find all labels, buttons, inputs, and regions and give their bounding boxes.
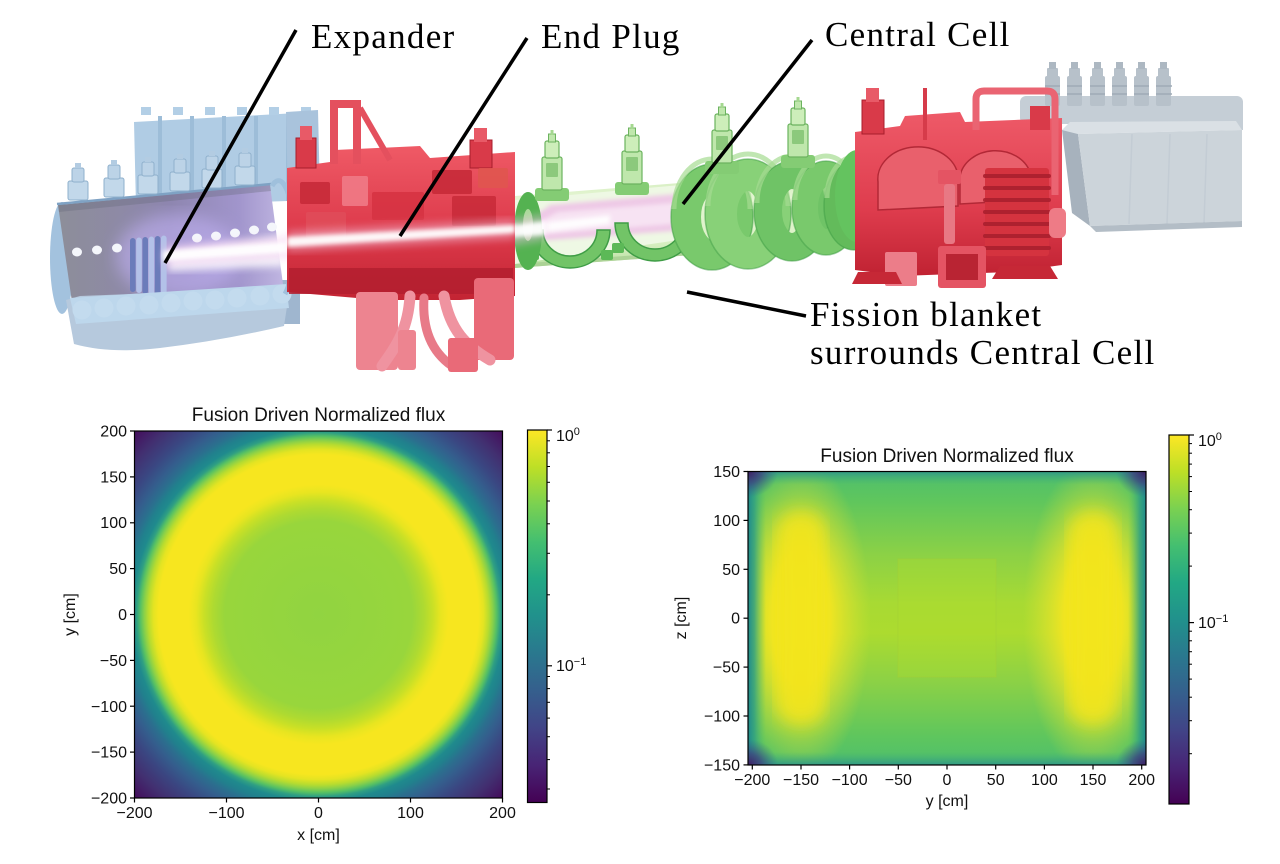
svg-text:50: 50 (109, 561, 127, 578)
svg-text:Expander: Expander (311, 17, 456, 56)
svg-text:−150: −150 (91, 745, 127, 762)
svg-text:z [cm]: z [cm] (673, 597, 690, 640)
svg-text:−50: −50 (885, 772, 912, 789)
svg-text:Fusion Driven Normalized flux: Fusion Driven Normalized flux (820, 446, 1074, 467)
svg-text:surrounds Central Cell: surrounds Central Cell (810, 333, 1156, 372)
svg-text:200: 200 (489, 805, 516, 822)
svg-text:50: 50 (987, 772, 1005, 789)
svg-text:−200: −200 (734, 772, 770, 789)
svg-text:y [cm]: y [cm] (926, 793, 969, 810)
svg-text:200: 200 (100, 424, 127, 441)
svg-text:100: 100 (100, 515, 127, 532)
svg-text:0: 0 (943, 772, 952, 789)
svg-text:−100: −100 (704, 709, 740, 726)
svg-text:−100: −100 (91, 699, 127, 716)
svg-text:0: 0 (118, 607, 127, 624)
svg-text:Central Cell: Central Cell (825, 15, 1011, 54)
svg-text:200: 200 (1128, 772, 1155, 789)
svg-text:100: 100 (1031, 772, 1058, 789)
svg-text:End Plug: End Plug (541, 17, 681, 56)
svg-text:−150: −150 (704, 757, 740, 774)
svg-text:100: 100 (713, 513, 740, 530)
svg-text:Fission blanket: Fission blanket (810, 295, 1042, 334)
svg-text:−200: −200 (91, 791, 127, 808)
svg-text:−50: −50 (713, 660, 740, 677)
svg-text:−50: −50 (100, 653, 127, 670)
svg-text:y [cm]: y [cm] (62, 593, 79, 636)
svg-text:150: 150 (1080, 772, 1107, 789)
svg-text:0: 0 (314, 805, 323, 822)
svg-text:−200: −200 (116, 805, 152, 822)
svg-text:50: 50 (722, 562, 740, 579)
svg-text:100: 100 (397, 805, 424, 822)
svg-text:0: 0 (731, 611, 740, 628)
svg-text:x [cm]: x [cm] (297, 827, 340, 844)
svg-text:−150: −150 (783, 772, 819, 789)
svg-text:150: 150 (100, 469, 127, 486)
svg-text:−100: −100 (832, 772, 868, 789)
svg-text:Fusion Driven Normalized flux: Fusion Driven Normalized flux (192, 405, 446, 426)
svg-text:−100: −100 (208, 805, 244, 822)
svg-text:150: 150 (713, 464, 740, 481)
